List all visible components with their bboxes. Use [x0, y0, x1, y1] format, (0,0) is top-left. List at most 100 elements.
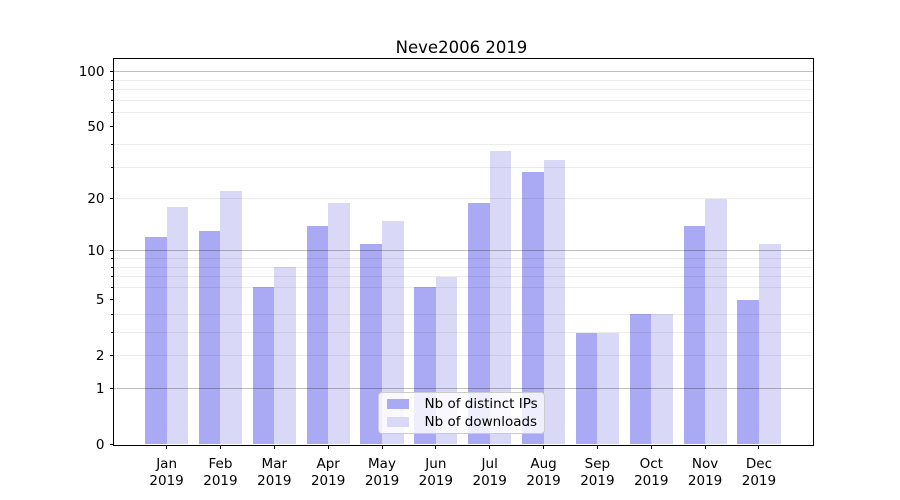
y-tick-label: 2: [95, 347, 105, 364]
y-minor-tick-mark: [111, 198, 114, 200]
legend-item-distinct-ips: Nb of distinct IPs: [379, 396, 544, 412]
x-tick-label-jan: Jan 2019: [149, 455, 184, 490]
y-minor-tick-mark: [111, 99, 114, 101]
x-tick-mark: [650, 444, 652, 449]
y-minor-tick-mark: [111, 111, 114, 113]
y-minor-tick-mark: [111, 313, 114, 315]
y-minor-tick-mark: [111, 89, 114, 91]
y-tick-label: 100: [78, 63, 105, 80]
legend-swatch-downloads: [386, 416, 409, 427]
x-tick-label-aug: Aug 2019: [526, 455, 561, 490]
y-minor-tick-mark: [111, 166, 114, 168]
y-tick-mark: [109, 444, 114, 445]
y-minor-tick-mark: [111, 257, 114, 259]
y-tick-mark: [109, 71, 114, 73]
legend: Nb of distinct IPs Nb of downloads: [377, 391, 545, 434]
x-tick-label-mar: Mar 2019: [257, 455, 292, 490]
bar-jul-distinct-ips: [468, 202, 490, 445]
x-tick-label-may: May 2019: [364, 455, 400, 490]
bar-jul-downloads: [489, 150, 512, 445]
x-tick-mark: [596, 444, 598, 449]
bar-aug-downloads: [543, 159, 566, 445]
bar-nov-downloads: [705, 198, 727, 445]
y-tick-mark: [109, 126, 114, 128]
y-minor-tick-mark: [111, 266, 114, 268]
gridline-minor: [113, 286, 813, 288]
bar-oct-downloads: [651, 314, 673, 445]
bar-dec-distinct-ips: [737, 299, 759, 445]
x-tick-mark: [381, 444, 383, 449]
x-tick-mark: [758, 444, 760, 449]
x-tick-mark: [704, 444, 706, 449]
x-tick-label-apr: Apr 2019: [310, 455, 346, 490]
x-tick-label-jul: Jul 2019: [472, 455, 507, 490]
plot-area: 0 1 2 5 10 20 50 100 Jan 2019 Feb 2019 Mar 2019 Apr 201…: [79, 57, 814, 489]
bar-sep-downloads: [597, 332, 619, 445]
y-tick-label: 50: [87, 118, 105, 135]
gridline-minor: [113, 166, 813, 168]
bar-feb-distinct-ips: [198, 231, 221, 445]
gridline-minor: [113, 313, 813, 315]
x-tick-mark: [327, 444, 329, 449]
x-tick-mark: [273, 444, 275, 449]
gridline-major: [113, 388, 813, 389]
gridline-minor: [113, 332, 813, 333]
gridline-minor: [113, 79, 813, 81]
y-minor-tick-mark: [111, 355, 114, 357]
gridline-minor: [113, 257, 813, 259]
x-tick-label-feb: Feb 2019: [203, 455, 238, 490]
gridline-minor: [113, 276, 813, 278]
x-tick-mark: [543, 444, 545, 449]
gridline-minor: [113, 355, 813, 357]
y-tick-label: 5: [95, 291, 105, 308]
y-minor-tick-mark: [111, 276, 114, 278]
x-tick-mark: [435, 444, 437, 449]
bar-sep-distinct-ips: [575, 332, 598, 445]
y-tick-label: 0: [95, 436, 105, 453]
bar-dec-downloads: [758, 243, 781, 445]
bar-may-downloads: [382, 220, 404, 445]
x-tick-label-oct: Oct 2019: [634, 455, 669, 490]
bar-apr-downloads: [328, 202, 350, 445]
x-tick-label-dec: Dec 2019: [741, 455, 777, 490]
gridline-minor: [113, 198, 813, 200]
gridline-minor: [113, 266, 813, 268]
y-minor-tick-mark: [111, 144, 114, 146]
y-minor-tick-mark: [111, 79, 114, 81]
x-tick-label-nov: Nov 2019: [687, 455, 723, 490]
y-tick-label: 1: [95, 380, 105, 397]
x-tick-mark: [489, 444, 491, 449]
gridline-minor: [113, 111, 813, 113]
x-tick-label-jun: Jun 2019: [418, 455, 454, 490]
bar-jan-distinct-ips: [145, 237, 167, 445]
bar-jan-downloads: [166, 206, 189, 445]
y-tick-label: 10: [87, 242, 105, 259]
bar-mar-distinct-ips: [252, 287, 275, 445]
gridline-minor: [113, 99, 813, 101]
legend-swatch-distinct-ips: [386, 398, 409, 409]
bar-feb-downloads: [220, 191, 243, 445]
chart-title: Neve2006 2019: [395, 38, 528, 57]
gridline-major: [113, 250, 813, 252]
y-tick-mark: [109, 388, 114, 389]
x-tick-label-sep: Sep 2019: [580, 455, 615, 490]
bar-mar-downloads: [274, 267, 296, 445]
x-tick-mark: [166, 444, 168, 449]
legend-label-downloads: Nb of downloads: [424, 413, 538, 430]
y-minor-tick-mark: [111, 332, 114, 333]
bar-aug-distinct-ips: [521, 172, 544, 445]
bar-nov-distinct-ips: [683, 225, 706, 445]
y-minor-tick-mark: [111, 286, 114, 288]
gridline-minor: [113, 144, 813, 146]
legend-item-downloads: Nb of downloads: [379, 414, 544, 430]
gridline-minor: [113, 89, 813, 91]
gridline-major: [113, 71, 813, 73]
y-tick-mark: [109, 250, 114, 252]
legend-label-distinct-ips: Nb of distinct IPs: [424, 395, 538, 412]
bar-apr-distinct-ips: [306, 225, 329, 445]
x-tick-mark: [219, 444, 221, 449]
y-tick-mark: [109, 299, 114, 301]
y-tick-label: 20: [87, 190, 105, 207]
bar-oct-distinct-ips: [629, 314, 652, 445]
